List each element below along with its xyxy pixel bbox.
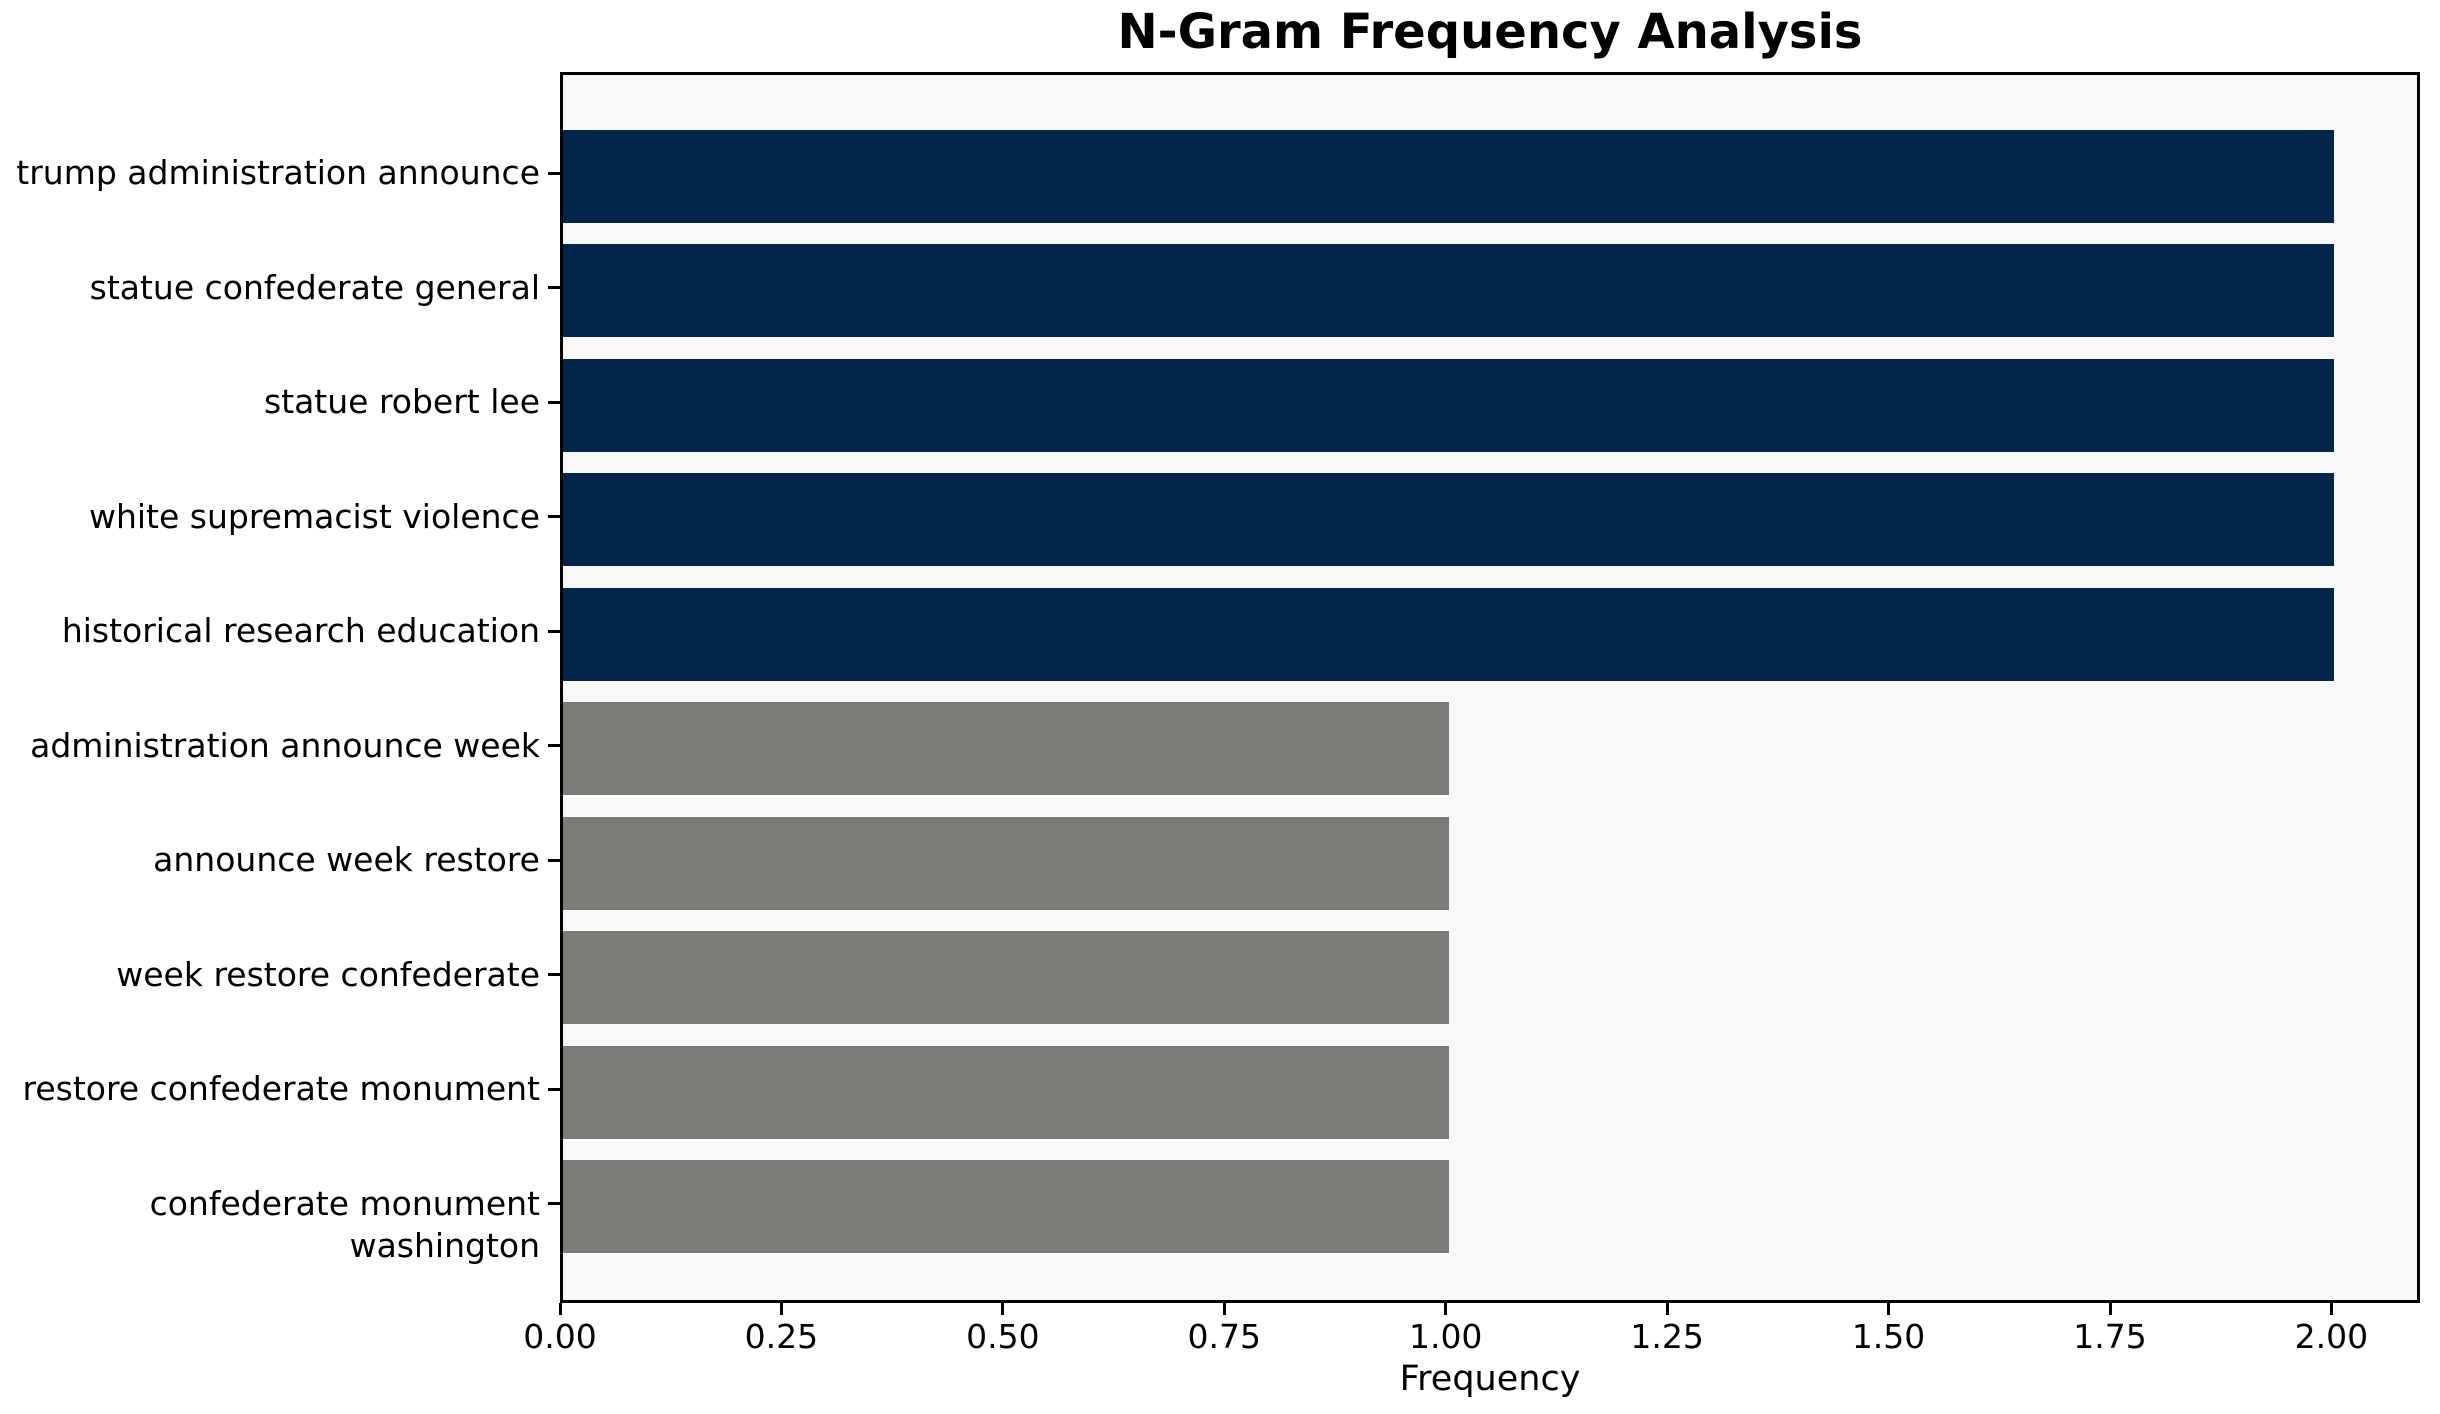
y-tick-mark (548, 1087, 560, 1091)
y-axis-label: week restore confederate (116, 954, 540, 994)
bar-announce-week-restore (563, 816, 1449, 910)
x-tick-mark (1001, 1303, 1005, 1315)
y-axis-label: administration announce week (30, 725, 540, 765)
x-tick-mark (2108, 1303, 2112, 1315)
bar-white-supremacist-violence (563, 473, 2334, 566)
x-tick-label: 0.00 (523, 1317, 597, 1356)
x-tick-label: 1.75 (2073, 1317, 2147, 1356)
x-tick-mark (1887, 1303, 1891, 1315)
y-axis-label: statue robert lee (263, 382, 540, 421)
x-tick-mark (779, 1303, 783, 1315)
x-tick-label: 1.25 (1630, 1317, 1704, 1356)
y-tick-mark (548, 744, 560, 747)
x-tick-mark (1222, 1303, 1226, 1315)
y-axis-label: trump administration announce (16, 153, 540, 192)
bar-statue-confederate-general (563, 244, 2334, 337)
x-tick-label: 0.50 (966, 1317, 1040, 1356)
y-axis-label: restore confederate monument (22, 1069, 540, 1108)
y-tick-mark (548, 973, 560, 976)
bar-week-restore-confederate (563, 931, 1449, 1024)
bar-confederate-monument-washington (563, 1160, 1449, 1253)
y-tick-mark (548, 858, 560, 862)
y-tick-mark (548, 286, 560, 289)
x-tick-mark (2329, 1303, 2333, 1315)
y-tick-mark (548, 400, 560, 404)
x-tick-label: 0.75 (1187, 1317, 1262, 1356)
y-tick-mark (548, 515, 560, 518)
x-tick-label: 1.50 (1851, 1317, 1926, 1356)
x-tick-mark (558, 1303, 562, 1315)
chart-title: N-Gram Frequency Analysis (1117, 4, 1863, 60)
bar-statue-robert-lee (563, 358, 2334, 452)
y-tick-mark (548, 171, 560, 175)
bar-trump-administration-announce (563, 129, 2334, 223)
x-tick-label: 2.00 (2294, 1317, 2369, 1356)
plot-area (560, 72, 2420, 1303)
y-tick-mark (548, 1202, 560, 1205)
x-axis-title: Frequency (1399, 1359, 1581, 1399)
x-tick-mark (1665, 1303, 1669, 1315)
bar-historical-research-education (563, 587, 2334, 681)
x-tick-mark (1444, 1303, 1448, 1315)
x-tick-label: 1.00 (1408, 1317, 1483, 1356)
y-axis-label: announce week restore (153, 840, 540, 879)
bar-restore-confederate-monument (563, 1045, 1449, 1139)
y-axis-label: statue confederate general (89, 267, 540, 307)
y-axis-label: white supremacist violence (88, 496, 540, 536)
y-tick-mark (548, 629, 560, 633)
x-tick-label: 0.25 (744, 1317, 819, 1356)
y-axis-label: historical research education (61, 611, 540, 650)
y-axis-label: confederate monument washington (149, 1183, 540, 1265)
bar-administration-announce-week (563, 702, 1449, 795)
